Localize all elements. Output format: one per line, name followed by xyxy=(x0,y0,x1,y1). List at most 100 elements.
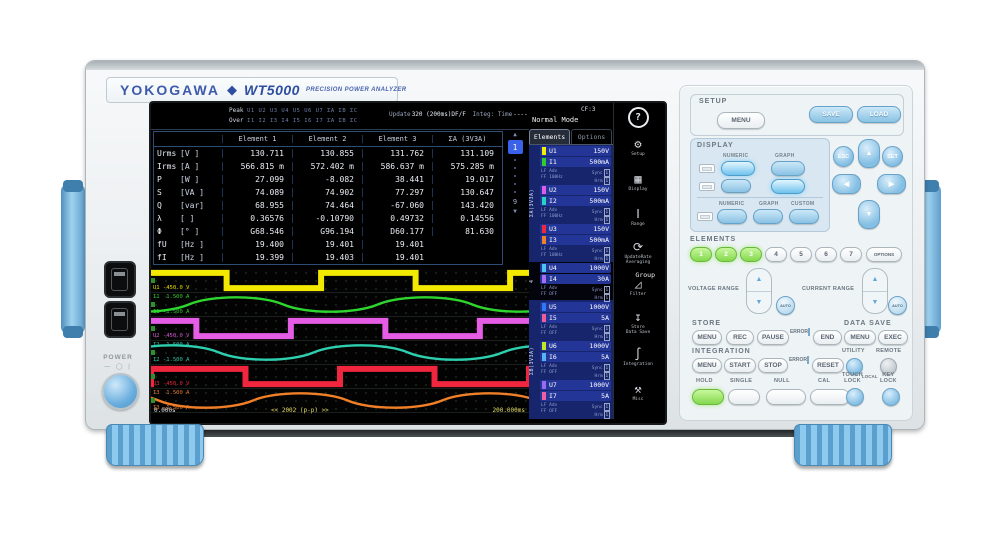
display1-graph-button[interactable] xyxy=(771,161,805,176)
touch-menu-item[interactable]: ▦ Display xyxy=(614,165,661,200)
current-range-up-icon[interactable]: ▲ xyxy=(863,269,887,292)
integration-menu-button[interactable]: MENU xyxy=(692,358,722,373)
display3-custom-button[interactable] xyxy=(789,209,819,224)
setup-menu-button[interactable]: MENU xyxy=(717,112,765,129)
table-row: λ [ ] 0.36576 -0.10790 0.49732 0.14556 xyxy=(154,212,502,225)
menu-icon-label: Integration xyxy=(623,362,653,367)
power-button[interactable] xyxy=(102,373,139,410)
voltage-row: U5 1000V xyxy=(540,302,611,312)
down-arrow-button[interactable]: ▼ xyxy=(858,200,880,229)
integration-start-button[interactable]: START xyxy=(724,358,756,373)
page-down-icon[interactable]: ▼ xyxy=(513,208,517,215)
tab-elements[interactable]: Elements xyxy=(529,129,570,144)
element-2-key[interactable]: 2 xyxy=(715,247,737,262)
touch-menu-item[interactable]: Ⅰ Range xyxy=(614,200,661,235)
data-save-menu-button[interactable]: MENU xyxy=(844,330,876,345)
set-button[interactable]: SET xyxy=(882,146,903,167)
element-block[interactable]: U1 150V I1 500mA LF Adv FF 100Hz Sync 1 xyxy=(539,145,613,185)
touch-menu-item[interactable]: ⚒ Misc xyxy=(614,375,661,410)
help-icon[interactable]: ? xyxy=(627,107,649,128)
store-menu-button[interactable]: MENU xyxy=(692,330,722,345)
current-range-rocker[interactable]: ▲ ▼ xyxy=(862,268,888,314)
store-rec-button[interactable]: REC xyxy=(726,330,754,345)
display3-graph-button[interactable] xyxy=(753,209,783,224)
voltage-range-up-icon[interactable]: ▲ xyxy=(747,269,771,292)
line-filter-value: OFF xyxy=(549,409,558,414)
voltage-range-rocker[interactable]: ▲ ▼ xyxy=(746,268,772,314)
display1-numeric-button[interactable] xyxy=(721,161,755,176)
touch-menu-item[interactable]: ↧ Store Data Save xyxy=(614,305,661,340)
voltage-color-bar xyxy=(542,303,546,311)
right-arrow-button[interactable]: ▶ xyxy=(877,174,906,194)
value-element3: 131.762 xyxy=(362,149,432,158)
key-lock-button[interactable] xyxy=(882,388,900,406)
touch-menu-item[interactable]: ◿ Filter xyxy=(614,270,661,305)
channel-top-label: U2 450.0 V xyxy=(153,318,190,324)
single-button[interactable] xyxy=(728,389,760,405)
element-block[interactable]: U5 1000V I5 5A LF Adv FF OFF Sync 1 xyxy=(539,301,613,341)
voltage-auto-button[interactable]: AUTO xyxy=(776,296,795,315)
tab-options[interactable]: Options xyxy=(571,129,612,144)
waveform-trace xyxy=(151,365,529,388)
value-element1: 74.089 xyxy=(222,188,292,197)
line-filter-value: OFF xyxy=(549,370,558,375)
cal-label: CAL xyxy=(818,378,831,384)
element-block[interactable]: U4 1000V I4 30A LF Adv FF OFF Sync 1 xyxy=(529,262,613,302)
element-block[interactable]: U6 1000V I6 5A LF Adv FF OFF Sync 1 xyxy=(539,340,613,380)
cal-button[interactable] xyxy=(810,389,850,405)
element-4-key[interactable]: 4 xyxy=(765,247,787,262)
zero-tick xyxy=(151,398,155,403)
function-name: Urms xyxy=(157,149,177,158)
esc-button[interactable]: ESC xyxy=(833,146,854,167)
store-end-button[interactable]: END xyxy=(813,330,842,345)
load-button[interactable]: LOAD xyxy=(857,106,901,123)
value-element1: 19.400 xyxy=(222,240,292,249)
voltage-range-down-icon[interactable]: ▼ xyxy=(755,298,763,306)
current-page-badge[interactable]: 1 xyxy=(507,140,523,154)
wt5000-front-panel: YOKOGAWA ◆ WT5000 PRECISION POWER ANALYZ… xyxy=(85,60,925,430)
current-range-down-icon[interactable]: ▼ xyxy=(871,298,879,306)
right-foot xyxy=(794,424,892,466)
store-pause-button[interactable]: PAUSE xyxy=(757,330,789,345)
utility-button[interactable] xyxy=(846,358,863,375)
options-key[interactable]: OPTIONS xyxy=(866,247,902,262)
hold-label: HOLD xyxy=(696,378,713,384)
left-arrow-button[interactable]: ◀ xyxy=(832,174,861,194)
save-button[interactable]: SAVE xyxy=(809,106,853,123)
function-name: Q xyxy=(157,201,162,210)
key-panel: SETUP MENU SAVE LOAD DISPLAY NUMERIC GRA… xyxy=(679,85,913,421)
element-7-key[interactable]: 7 xyxy=(840,247,862,262)
touch-menu-item[interactable]: ∫ Integration xyxy=(614,340,661,375)
display2-numeric-button[interactable] xyxy=(721,179,751,193)
numeric-col-label: NUMERIC xyxy=(723,153,749,159)
value-element2: -0.10790 xyxy=(292,214,362,223)
up-arrow-button[interactable]: ▲ xyxy=(858,139,880,168)
voltage-range-value: 150V xyxy=(593,147,609,155)
value-element3: 19.401 xyxy=(362,240,432,249)
data-save-exec-button[interactable]: EXEC xyxy=(878,330,908,345)
touch-menu-item[interactable]: ⚙ Setup xyxy=(614,130,661,165)
zero-tick xyxy=(151,278,155,283)
mode-label: Normal Mode xyxy=(532,116,579,124)
element-3-key[interactable]: 3 xyxy=(740,247,762,262)
display3-numeric-button[interactable] xyxy=(717,209,747,224)
element-1-key[interactable]: 1 xyxy=(690,247,712,262)
touch-menu-item[interactable]: ⟳ UpdateRate Averaging xyxy=(614,235,661,270)
current-range-label: CURRENT RANGE xyxy=(802,286,855,292)
null-button[interactable] xyxy=(766,389,806,405)
integration-stop-button[interactable]: STOP xyxy=(758,358,788,373)
integration-reset-button[interactable]: RESET xyxy=(812,358,844,373)
time-end: 200.000ms xyxy=(492,407,525,414)
element-block[interactable]: U7 1000V I7 5A LF Adv FF OFF Sync 1 xyxy=(539,379,613,419)
page-up-icon[interactable]: ▲ xyxy=(513,131,517,138)
touch-lock-button[interactable] xyxy=(846,388,864,406)
element-5-key[interactable]: 5 xyxy=(790,247,812,262)
hold-button[interactable] xyxy=(692,389,724,405)
graph2-col-label: GRAPH xyxy=(759,201,779,207)
element-block[interactable]: U2 150V I2 500mA LF Adv FF 100Hz Sync 1 xyxy=(539,184,613,224)
element-block[interactable]: U3 150V I3 500mA LF Adv FF 100Hz Sync 1 xyxy=(539,223,613,263)
value-element2: 74.902 xyxy=(292,188,362,197)
current-auto-button[interactable]: AUTO xyxy=(888,296,907,315)
display2-graph-button[interactable] xyxy=(771,179,805,194)
element-6-key[interactable]: 6 xyxy=(815,247,837,262)
